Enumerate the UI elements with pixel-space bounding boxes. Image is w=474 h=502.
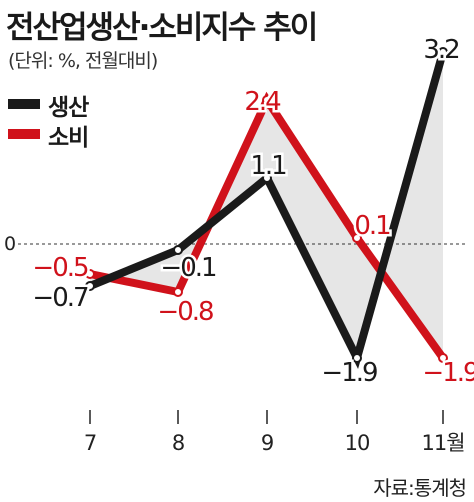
data-label-production: 1.1 bbox=[250, 151, 286, 181]
point-production bbox=[438, 47, 448, 57]
point-consumption bbox=[173, 287, 183, 297]
legend-swatch-consumption bbox=[8, 129, 40, 139]
point-consumption bbox=[262, 95, 272, 105]
legend-label-consumption: 소비 bbox=[48, 125, 89, 151]
point-production bbox=[352, 353, 362, 363]
point-production bbox=[173, 245, 183, 255]
point-production bbox=[262, 173, 272, 183]
zero-label: 0 bbox=[4, 233, 16, 255]
point-consumption bbox=[438, 353, 448, 363]
data-label-production: −1.9 bbox=[321, 358, 377, 388]
data-label-consumption: −0.8 bbox=[157, 297, 213, 327]
x-tick-label: 9 bbox=[261, 431, 273, 455]
legend-item-consumption: 소비 bbox=[8, 118, 148, 151]
legend-item-production: 생산 bbox=[8, 88, 148, 121]
data-label-production: 3.2 bbox=[423, 35, 458, 65]
data-label-production: −0.7 bbox=[32, 283, 88, 313]
point-consumption bbox=[85, 269, 95, 279]
x-tick-label: 7 bbox=[84, 431, 96, 455]
legend-label-production: 생산 bbox=[48, 95, 89, 121]
data-label-consumption: −0.5 bbox=[32, 253, 88, 283]
x-tick-label: 8 bbox=[172, 431, 184, 455]
data-label-consumption: 0.1 bbox=[354, 211, 390, 241]
source-note: 자료:통계청 bbox=[373, 476, 467, 500]
data-label-production: −0.1 bbox=[160, 253, 216, 283]
point-consumption bbox=[352, 233, 362, 243]
legend-swatch-production bbox=[8, 99, 40, 109]
data-label-consumption: 2.4 bbox=[244, 87, 281, 117]
chart-subtitle: (단위: %, 전월대비) bbox=[8, 50, 158, 72]
data-label-consumption: −1.9 bbox=[422, 358, 474, 388]
point-production bbox=[85, 281, 95, 291]
x-tick-label: 10 bbox=[345, 431, 370, 455]
area-between-series bbox=[90, 52, 443, 358]
chart-title: 전산업생산·소비지수 추이 bbox=[6, 10, 318, 46]
x-tick-label: 11월 bbox=[421, 431, 464, 455]
